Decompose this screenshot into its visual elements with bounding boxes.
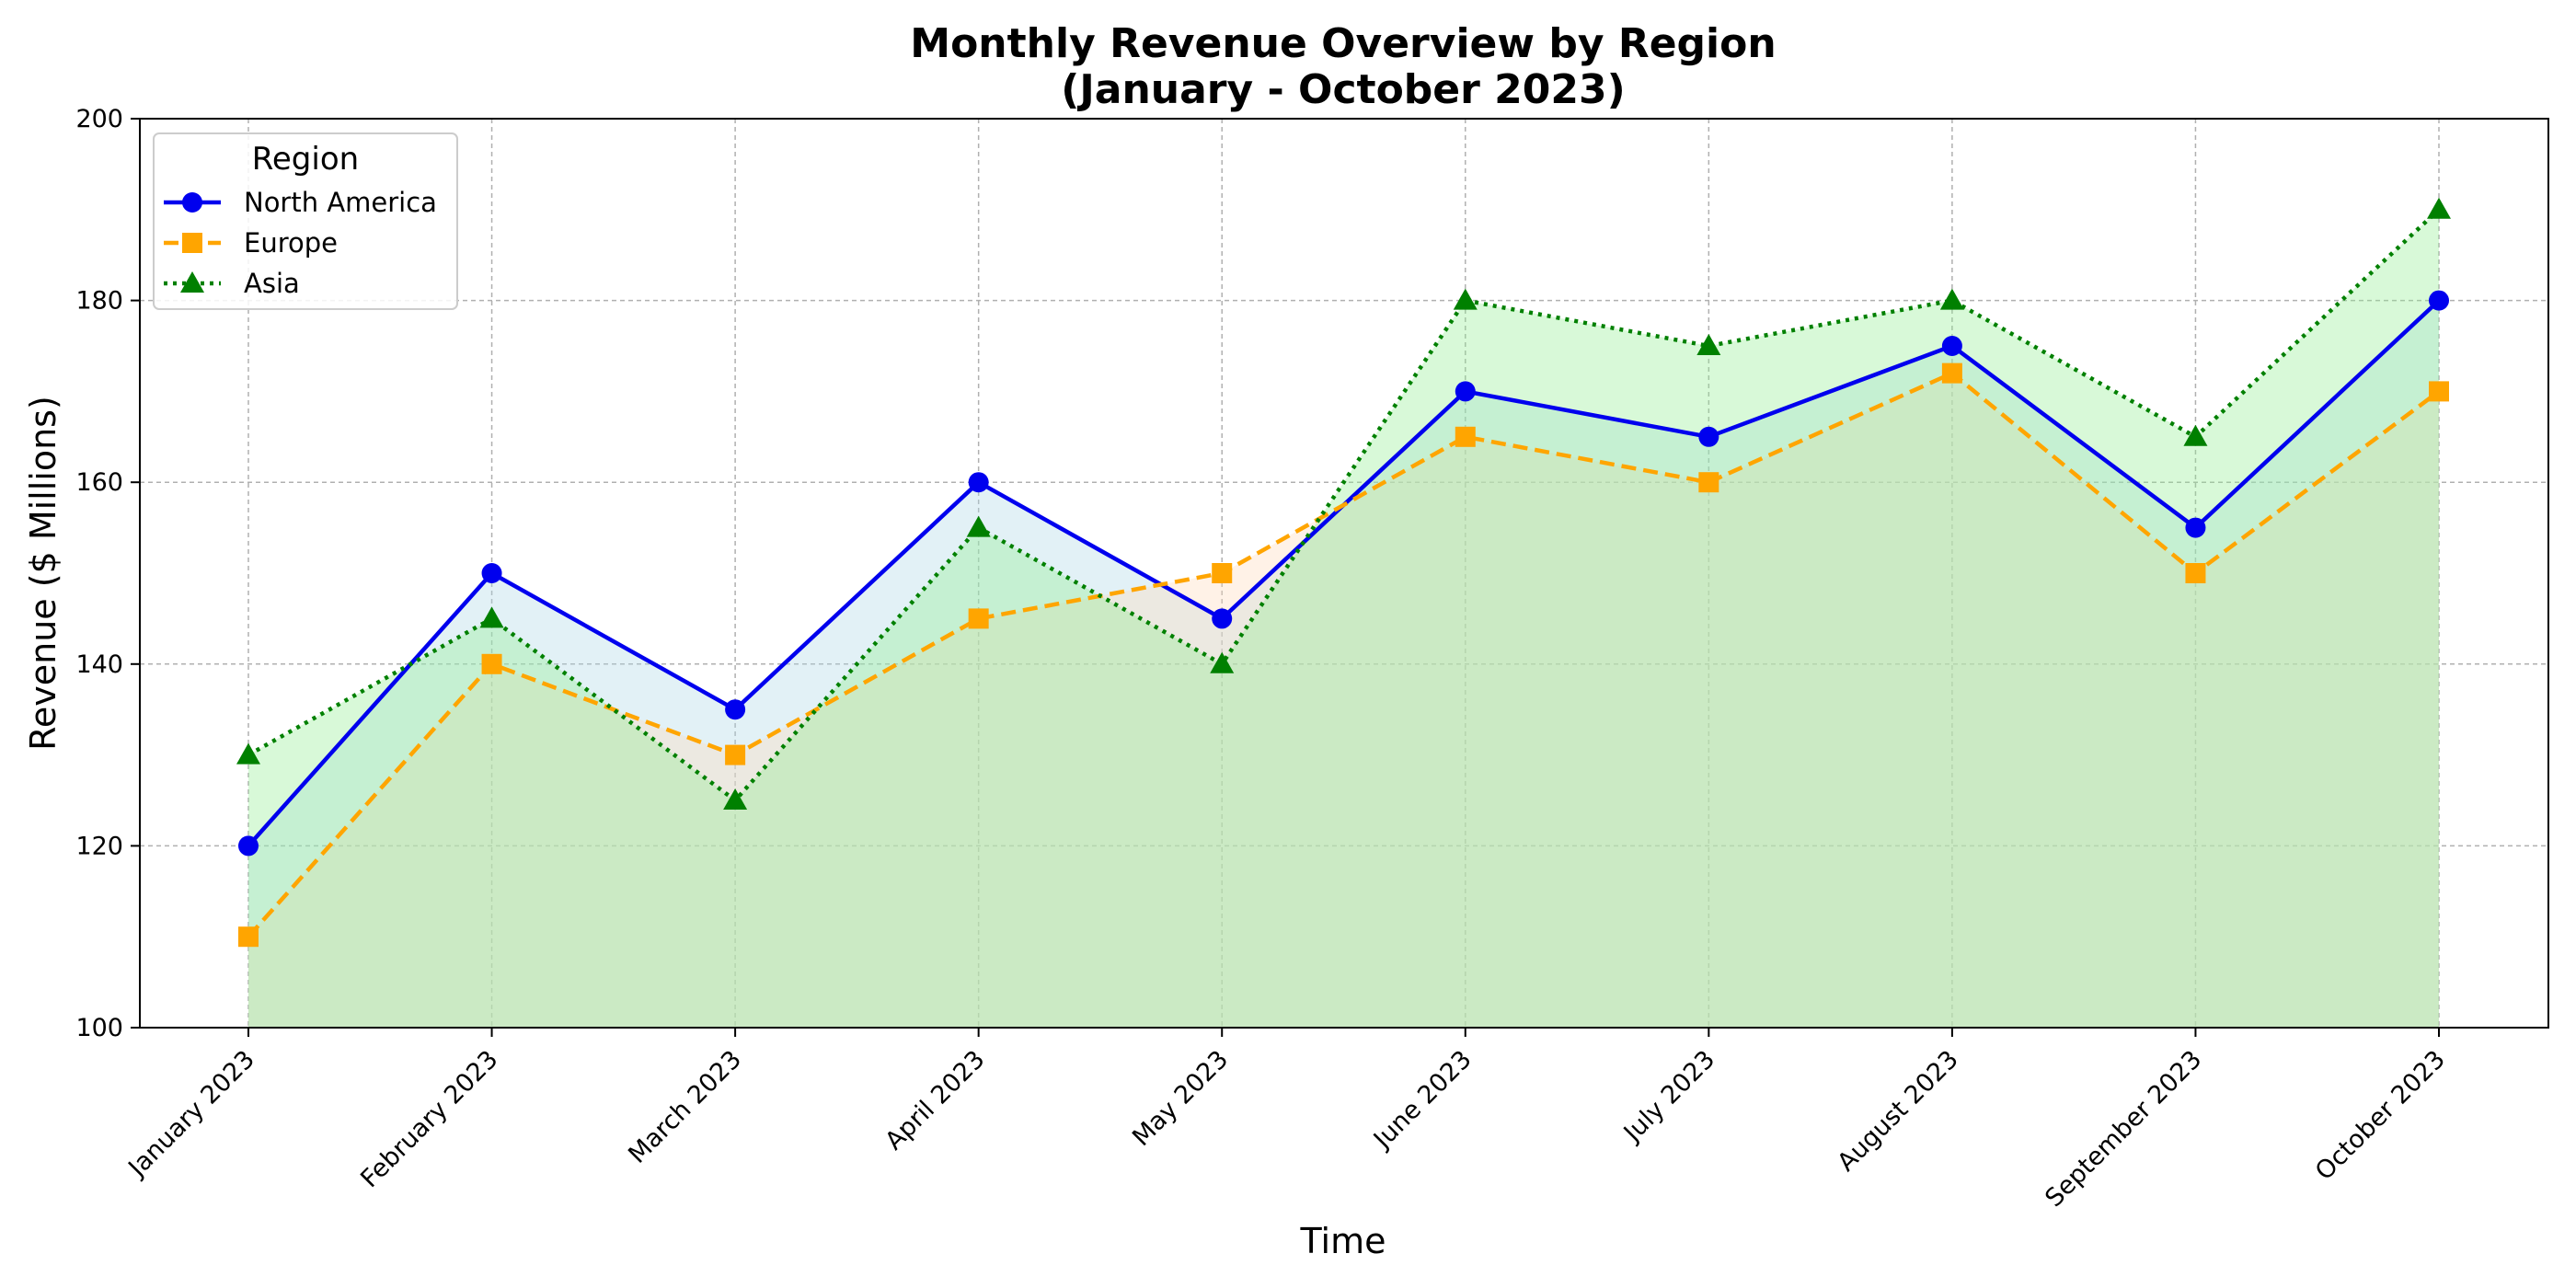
y-axis-ticks: 100 120 140 160 180 200 (75, 105, 140, 1042)
data-point (1453, 288, 1478, 310)
data-point (1212, 608, 1233, 629)
series-line (247, 208, 2441, 803)
data-point (2185, 563, 2206, 583)
series-line (247, 371, 2441, 938)
plot-frame (139, 118, 2549, 1029)
chart-title-line1: Monthly Revenue Overview by Region (910, 20, 1776, 67)
legend-title: Region (252, 141, 359, 178)
legend-label: North America (244, 187, 437, 218)
data-point (1941, 362, 1962, 384)
data-point (238, 926, 259, 948)
data-point (723, 788, 748, 810)
data-point (180, 271, 204, 293)
series-lines (247, 208, 2441, 938)
data-point (1698, 472, 1719, 493)
x-axis-label: Time (1300, 1221, 1386, 1261)
data-point (1696, 334, 1721, 355)
y-tick-label: 200 (75, 105, 123, 133)
area-fill (248, 373, 2439, 1028)
data-point (968, 608, 989, 629)
chart-title-line2: (January - October 2023) (1061, 66, 1625, 113)
data-point (1210, 651, 1235, 673)
y-tick-label: 100 (75, 1014, 123, 1042)
data-point (1212, 563, 1233, 583)
data-point (481, 563, 502, 583)
series-markers (236, 197, 2451, 948)
data-point (2429, 381, 2449, 402)
data-point (2429, 290, 2449, 311)
legend-label: Europe (244, 227, 338, 259)
data-point (236, 742, 260, 765)
data-point (725, 699, 746, 720)
data-point (968, 472, 989, 493)
data-point (479, 606, 504, 628)
data-point (1455, 426, 1476, 447)
legend-label: Asia (244, 268, 300, 299)
legend-box (153, 132, 458, 310)
area-fills (248, 209, 2439, 1029)
data-point (238, 835, 259, 857)
data-point (481, 653, 502, 674)
data-point (1698, 426, 1719, 447)
y-tick-label: 180 (75, 287, 123, 316)
area-fill (248, 300, 2439, 1029)
data-point (725, 744, 746, 765)
data-point (2183, 424, 2208, 446)
data-point (966, 515, 991, 537)
data-point (182, 233, 202, 253)
y-tick-label: 160 (75, 468, 123, 497)
y-axis-label: Revenue ($ Millions) (23, 396, 63, 751)
data-point (2185, 517, 2206, 538)
data-point (1941, 336, 1962, 356)
y-tick-label: 140 (75, 650, 123, 679)
data-point (2427, 197, 2451, 219)
data-point (1939, 288, 1964, 310)
y-tick-label: 120 (75, 832, 123, 860)
data-point (1455, 381, 1476, 402)
data-point (182, 192, 202, 213)
area-fill (248, 209, 2439, 1029)
legend: Region North America Europe Asia (153, 132, 458, 310)
